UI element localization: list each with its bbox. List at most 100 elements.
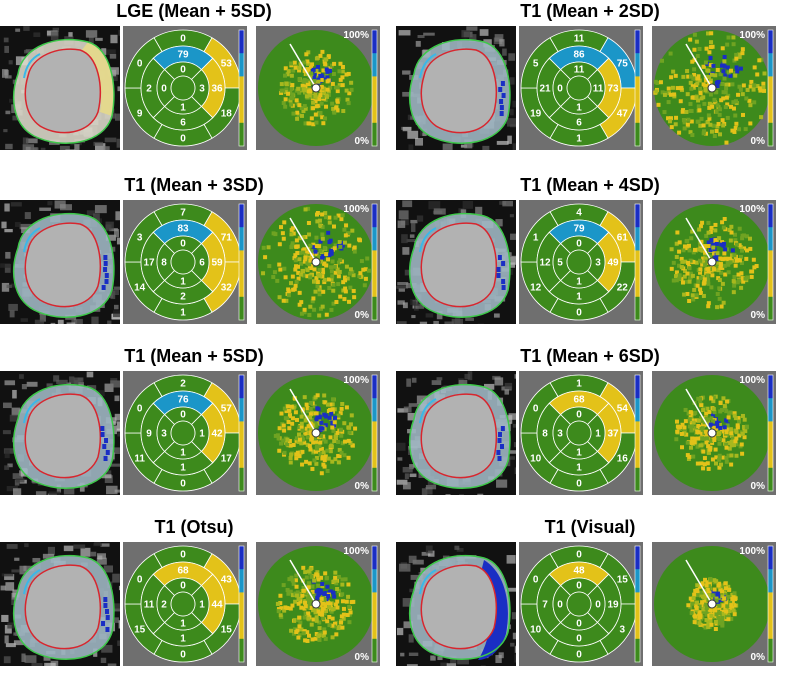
epicardial-contour <box>408 383 511 489</box>
bullseye-value: 6 <box>180 118 186 129</box>
bullseye-value: 0 <box>533 404 539 415</box>
bullseye-value: 76 <box>177 395 189 406</box>
polar-map-pixels <box>669 216 759 310</box>
bullseye-value: 9 <box>137 109 143 120</box>
polar-map-reference-line <box>289 559 317 605</box>
bullseye-value: 0 <box>180 479 186 490</box>
bullseye-value: 8 <box>542 429 548 440</box>
bullseye-value: 1 <box>180 448 186 459</box>
polar-map-colorbar <box>767 29 774 147</box>
mri-slice-graphic <box>396 371 516 495</box>
bullseye-value: 0 <box>180 34 186 45</box>
bullseye-value: 17 <box>221 454 233 465</box>
endocardial-contour <box>24 222 101 308</box>
bullseye-value: 11 <box>574 34 585 45</box>
bullseye-value: 0 <box>576 619 582 630</box>
bullseye-value: 11 <box>134 454 145 465</box>
bullseye-value: 11 <box>574 65 585 76</box>
colorbar-max-label: 100% <box>343 30 369 41</box>
bullseye-value: 0 <box>533 575 539 586</box>
bullseye-value: 0 <box>595 600 601 611</box>
bullseye-value: 3 <box>557 429 563 440</box>
mri-image <box>0 200 120 324</box>
bullseye-value: 1 <box>180 103 186 114</box>
bullseye-value: 2 <box>180 379 186 390</box>
polar-map-colorbar <box>767 545 774 663</box>
panel-5: T1 (Mean + 5SD) 2 57 17 0 11 0 76 42 1 9 0 1 1 3 100% 0% <box>0 345 388 505</box>
bullseye-colorbar <box>634 545 641 663</box>
mri-slice-graphic <box>0 542 120 666</box>
septal-marker <box>23 569 41 595</box>
polar-map-pixels <box>653 31 767 145</box>
panel-3: T1 (Mean + 3SD) 7 71 32 1 14 3 83 59 2 17 0 6 1 8 100% 0… <box>0 174 388 334</box>
bullseye-value: 0 <box>576 650 582 661</box>
bullseye-value: 0 <box>137 59 143 70</box>
bullseye-value: 0 <box>576 410 582 421</box>
polar-map-pixels <box>686 576 739 631</box>
panel-title: T1 (Mean + 4SD) <box>520 175 660 195</box>
polar-map: 100% 0% <box>256 26 380 150</box>
bullseye-value: 3 <box>137 233 143 244</box>
bullseye-value: 0 <box>557 600 563 611</box>
bullseye-apex <box>566 75 592 101</box>
colorbar-max-label: 100% <box>343 204 369 215</box>
bullseye-value: 15 <box>134 625 146 636</box>
bullseye-plot: 1 54 16 0 10 0 68 37 1 8 0 1 1 3 <box>519 371 643 495</box>
bullseye-value: 6 <box>199 258 205 269</box>
polar-map: 100% 0% <box>256 371 380 495</box>
bullseye-value: 42 <box>211 429 223 440</box>
bullseye-value: 2 <box>146 84 152 95</box>
bullseye-value: 49 <box>607 258 619 269</box>
bullseye-value: 0 <box>576 308 582 319</box>
bullseye-value: 0 <box>180 134 186 145</box>
bullseye-value: 0 <box>137 575 143 586</box>
colorbar-min-label: 0% <box>355 481 370 492</box>
bullseye-colorbar <box>634 203 641 321</box>
bullseye-apex <box>170 420 196 446</box>
septal-marker <box>419 227 437 253</box>
bullseye-value: 2 <box>161 600 167 611</box>
bullseye-value: 1 <box>576 292 582 303</box>
bullseye-value: 73 <box>607 84 619 95</box>
bullseye-value: 86 <box>573 50 585 61</box>
mri-image <box>396 542 516 666</box>
bullseye-value: 17 <box>143 258 155 269</box>
bullseye-value: 0 <box>180 650 186 661</box>
bullseye-value: 19 <box>530 109 542 120</box>
bullseye-value: 19 <box>607 600 619 611</box>
bullseye-value: 0 <box>576 581 582 592</box>
mri-slice-graphic <box>396 200 516 324</box>
panel-title: T1 (Mean + 2SD) <box>520 1 660 21</box>
bullseye-value: 0 <box>180 581 186 592</box>
bullseye-apex <box>170 591 196 617</box>
bullseye-value: 1 <box>576 103 582 114</box>
polar-map-reference-line <box>289 43 317 89</box>
bullseye-value: 47 <box>617 109 629 120</box>
polar-map-colorbar <box>371 203 378 321</box>
bullseye-value: 0 <box>180 550 186 561</box>
bullseye-colorbar <box>634 29 641 147</box>
bullseye-value: 68 <box>573 395 585 406</box>
bullseye-value: 12 <box>539 258 551 269</box>
endocardial-contour <box>24 564 101 650</box>
polar-map: 100% 0% <box>652 200 776 324</box>
mri-slice-graphic <box>0 200 120 324</box>
bullseye-value: 7 <box>542 600 548 611</box>
bullseye-plot: 0 15 3 0 10 0 48 19 0 7 0 0 0 0 <box>519 542 643 666</box>
polar-map-colorbar <box>371 545 378 663</box>
endocardial-contour <box>420 564 497 650</box>
bullseye-value: 1 <box>180 463 186 474</box>
bullseye-apex <box>566 591 592 617</box>
bullseye-value: 59 <box>211 258 223 269</box>
colorbar-min-label: 0% <box>355 136 370 147</box>
bullseye-value: 1 <box>199 429 205 440</box>
mri-image <box>0 371 120 495</box>
septal-marker <box>419 569 437 595</box>
bullseye-value: 1 <box>199 600 205 611</box>
bullseye-value: 75 <box>617 59 629 70</box>
bullseye-value: 0 <box>557 84 563 95</box>
bullseye-apex <box>170 249 196 275</box>
bullseye-colorbar <box>238 545 245 663</box>
polar-map-center <box>707 257 717 267</box>
epicardial-contour <box>12 38 115 144</box>
